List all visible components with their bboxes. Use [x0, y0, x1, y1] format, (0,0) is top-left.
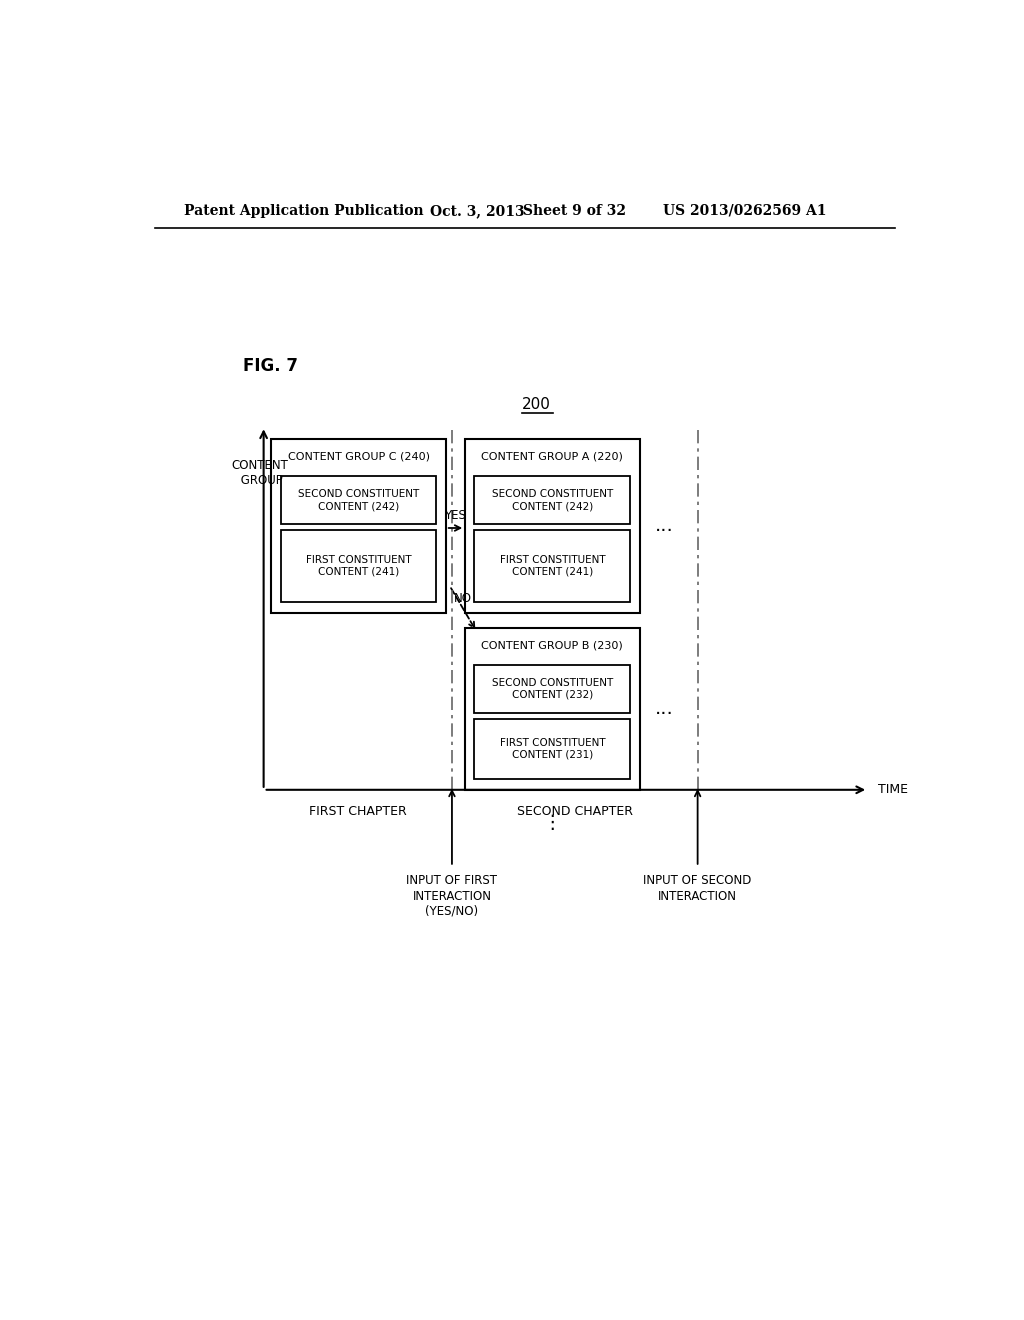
- Text: CONTENT GROUP A (220): CONTENT GROUP A (220): [481, 451, 624, 462]
- Bar: [281, 477, 436, 524]
- Text: FIRST CONSTITUENT
CONTENT (231): FIRST CONSTITUENT CONTENT (231): [500, 738, 605, 760]
- Bar: [474, 477, 630, 524]
- Bar: [281, 531, 436, 602]
- Text: ⋮: ⋮: [542, 813, 562, 832]
- Text: ...: ...: [655, 516, 674, 535]
- Text: CONTENT GROUP C (240): CONTENT GROUP C (240): [288, 451, 429, 462]
- Bar: [465, 628, 640, 789]
- Text: NO: NO: [454, 591, 471, 605]
- Text: SECOND CONSTITUENT
CONTENT (242): SECOND CONSTITUENT CONTENT (242): [298, 490, 419, 511]
- Text: CONTENT GROUP B (230): CONTENT GROUP B (230): [481, 640, 624, 649]
- FancyArrowPatch shape: [451, 589, 474, 628]
- Text: INPUT OF FIRST
INTERACTION
(YES/NO): INPUT OF FIRST INTERACTION (YES/NO): [407, 875, 498, 917]
- Text: INPUT OF SECOND
INTERACTION: INPUT OF SECOND INTERACTION: [643, 875, 752, 903]
- Bar: [271, 440, 445, 612]
- Bar: [465, 440, 640, 612]
- Text: Patent Application Publication: Patent Application Publication: [183, 203, 424, 218]
- Text: ...: ...: [655, 700, 674, 718]
- Text: SECOND CONSTITUENT
CONTENT (232): SECOND CONSTITUENT CONTENT (232): [492, 678, 613, 700]
- Text: FIRST CONSTITUENT
CONTENT (241): FIRST CONSTITUENT CONTENT (241): [306, 556, 412, 577]
- Text: SECOND CHAPTER: SECOND CHAPTER: [517, 805, 633, 818]
- Text: 200: 200: [522, 397, 551, 412]
- Bar: [474, 719, 630, 779]
- Text: Oct. 3, 2013: Oct. 3, 2013: [430, 203, 525, 218]
- Text: CONTENT
 GROUP: CONTENT GROUP: [231, 459, 288, 487]
- Text: YES: YES: [444, 508, 466, 521]
- Text: FIRST CHAPTER: FIRST CHAPTER: [309, 805, 407, 818]
- Text: TIME: TIME: [879, 783, 908, 796]
- Text: FIRST CONSTITUENT
CONTENT (241): FIRST CONSTITUENT CONTENT (241): [500, 556, 605, 577]
- Bar: [474, 531, 630, 602]
- Text: FIG. 7: FIG. 7: [243, 358, 298, 375]
- Text: US 2013/0262569 A1: US 2013/0262569 A1: [663, 203, 826, 218]
- Bar: [474, 665, 630, 713]
- Text: SECOND CONSTITUENT
CONTENT (242): SECOND CONSTITUENT CONTENT (242): [492, 490, 613, 511]
- Text: Sheet 9 of 32: Sheet 9 of 32: [523, 203, 627, 218]
